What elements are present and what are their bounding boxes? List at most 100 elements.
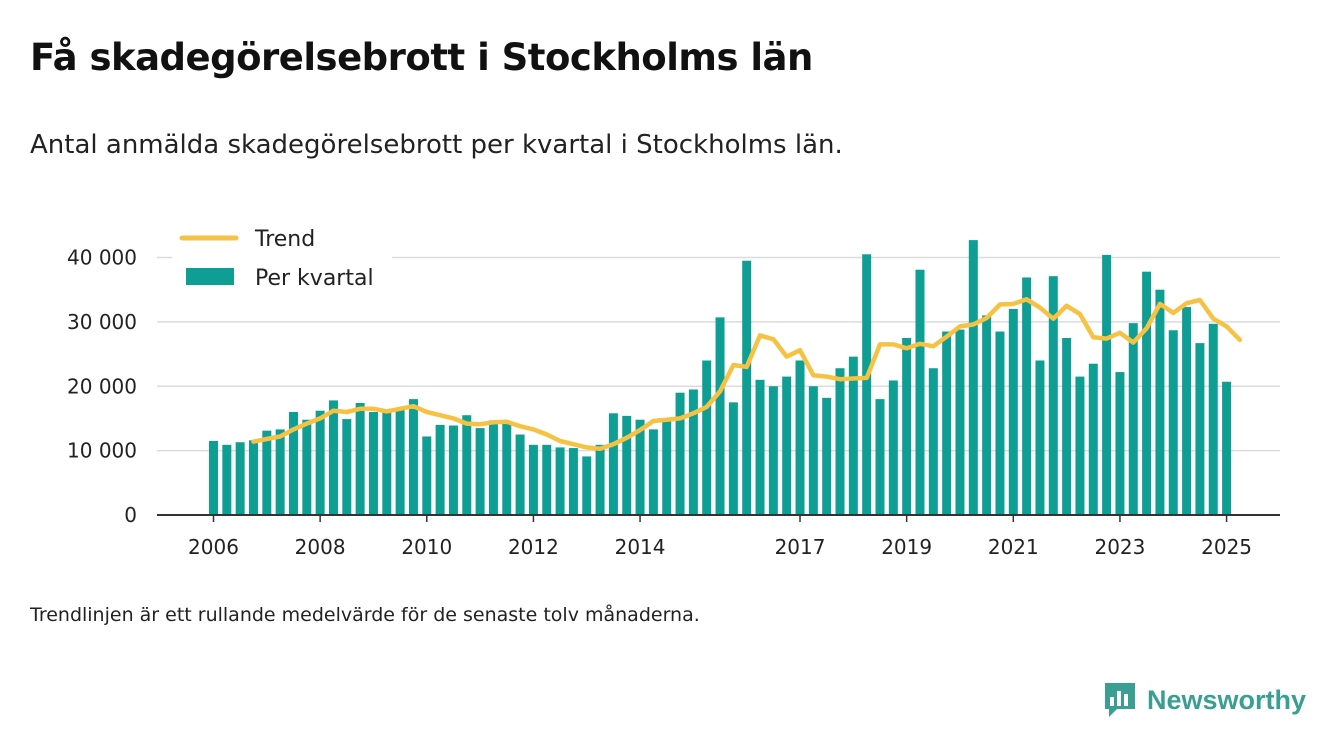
trend-series bbox=[251, 297, 1243, 451]
bar-15 bbox=[408, 399, 418, 515]
y-tick-label-0: 0 bbox=[124, 503, 137, 527]
bar-71 bbox=[1155, 289, 1165, 515]
y-tick-label-20000: 20 000 bbox=[67, 374, 137, 398]
bar-2 bbox=[235, 442, 245, 515]
x-tick-label-2017: 2017 bbox=[775, 535, 826, 559]
bar-67 bbox=[1102, 254, 1112, 516]
x-tick-label-2006: 2006 bbox=[188, 535, 239, 559]
bar-76 bbox=[1222, 381, 1232, 515]
bar-53 bbox=[915, 269, 925, 515]
bar-49 bbox=[862, 254, 872, 515]
bar-14 bbox=[395, 408, 405, 515]
bar-66 bbox=[1088, 363, 1098, 515]
bar-32 bbox=[635, 419, 645, 515]
bar-7 bbox=[302, 419, 312, 515]
bar-21 bbox=[488, 420, 498, 515]
bar-44 bbox=[795, 360, 805, 515]
bar-16 bbox=[422, 436, 432, 515]
x-tick-label-2008: 2008 bbox=[295, 535, 346, 559]
bar-30 bbox=[608, 413, 618, 515]
bar-series bbox=[209, 240, 1232, 516]
bar-43 bbox=[782, 376, 792, 515]
bar-3 bbox=[248, 440, 258, 515]
bar-23 bbox=[515, 434, 525, 515]
legend-bars-swatch bbox=[186, 268, 234, 285]
bar-17 bbox=[435, 424, 445, 515]
bar-29 bbox=[595, 444, 605, 515]
bar-37 bbox=[702, 360, 712, 515]
bar-35 bbox=[675, 392, 685, 515]
x-tick-label-2025: 2025 bbox=[1201, 535, 1252, 559]
bar-18 bbox=[448, 425, 458, 515]
bar-6 bbox=[288, 412, 298, 515]
bar-36 bbox=[688, 389, 698, 515]
bar-75 bbox=[1208, 323, 1218, 515]
x-tick-label-2021: 2021 bbox=[988, 535, 1039, 559]
bar-13 bbox=[382, 412, 392, 515]
trend-line bbox=[251, 297, 1243, 451]
axes: 0 10 000 20 000 30 000 40 000 2006 2008 2010 201… bbox=[67, 246, 1280, 559]
bar-69 bbox=[1128, 323, 1138, 515]
x-tick-label-2012: 2012 bbox=[508, 535, 559, 559]
bar-8 bbox=[315, 410, 325, 515]
bar-54 bbox=[928, 368, 938, 515]
bar-55 bbox=[942, 331, 952, 515]
bar-34 bbox=[662, 419, 672, 515]
bar-38 bbox=[715, 317, 725, 515]
bar-33 bbox=[648, 429, 658, 515]
footnote: Trendlinjen är ett rullande medelvärde f… bbox=[30, 604, 700, 626]
newsworthy-logo-icon bbox=[1105, 683, 1135, 717]
bar-19 bbox=[462, 415, 472, 515]
bar-61 bbox=[1022, 277, 1032, 515]
bar-41 bbox=[755, 379, 765, 515]
bar-0 bbox=[209, 440, 218, 515]
bar-64 bbox=[1062, 337, 1072, 515]
bar-73 bbox=[1182, 307, 1192, 515]
bar-56 bbox=[955, 329, 965, 515]
bar-70 bbox=[1142, 271, 1152, 515]
bar-20 bbox=[475, 428, 485, 515]
bar-58 bbox=[982, 315, 992, 515]
y-tick-label-10000: 10 000 bbox=[67, 439, 137, 463]
legend-trend-label: Trend bbox=[254, 227, 315, 252]
bar-27 bbox=[568, 448, 578, 515]
bar-45 bbox=[808, 386, 818, 515]
bar-47 bbox=[835, 368, 845, 515]
y-tick-label-40000: 40 000 bbox=[67, 246, 137, 270]
bar-10 bbox=[342, 419, 352, 515]
bar-4 bbox=[262, 430, 272, 515]
bar-26 bbox=[555, 447, 565, 515]
bar-50 bbox=[875, 399, 885, 515]
bar-39 bbox=[728, 402, 738, 515]
bar-11 bbox=[355, 402, 365, 515]
bar-68 bbox=[1115, 372, 1125, 515]
bar-48 bbox=[848, 356, 858, 515]
brand-logo[interactable]: Newsworthy bbox=[1103, 680, 1306, 720]
legend: Trend Per kvartal bbox=[172, 222, 392, 294]
bar-60 bbox=[1008, 309, 1018, 515]
bar-22 bbox=[502, 421, 512, 515]
x-tick-label-2010: 2010 bbox=[401, 535, 452, 559]
x-tick-label-2014: 2014 bbox=[615, 535, 666, 559]
bar-42 bbox=[768, 386, 778, 515]
brand-name: Newsworthy bbox=[1147, 684, 1307, 715]
x-tick-label-2019: 2019 bbox=[881, 535, 932, 559]
bar-5 bbox=[275, 429, 285, 515]
bar-51 bbox=[888, 380, 898, 515]
bar-63 bbox=[1048, 276, 1058, 515]
bar-31 bbox=[622, 415, 632, 515]
bar-62 bbox=[1035, 360, 1045, 515]
bar-40 bbox=[742, 260, 752, 515]
bar-72 bbox=[1168, 330, 1178, 515]
x-tick-label-2023: 2023 bbox=[1094, 535, 1145, 559]
bar-25 bbox=[542, 444, 552, 515]
legend-bars-label: Per kvartal bbox=[255, 266, 374, 291]
bar-57 bbox=[968, 240, 978, 515]
chart-title: Få skadegörelsebrott i Stockholms län bbox=[30, 36, 813, 79]
bar-74 bbox=[1195, 343, 1205, 515]
chart-subtitle: Antal anmälda skadegörelsebrott per kvar… bbox=[30, 130, 843, 160]
bar-1 bbox=[222, 444, 232, 515]
bar-52 bbox=[902, 337, 912, 515]
bar-59 bbox=[995, 331, 1005, 515]
bar-12 bbox=[368, 412, 378, 515]
